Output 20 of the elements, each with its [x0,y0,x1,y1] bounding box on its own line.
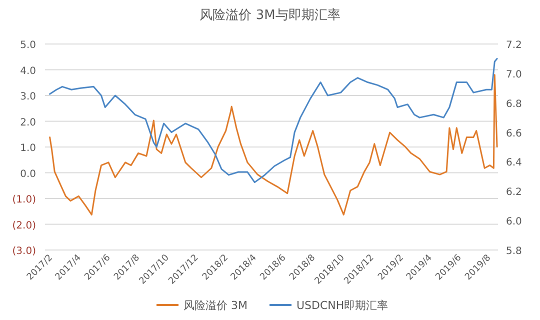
y-tick-label: 1.0 [20,143,36,154]
y-tick-label: 3.0 [20,92,36,102]
y-tick-label: (1.0) [12,194,36,206]
y2-tick-label: 7.2 [506,40,522,51]
title: 风险溢价 3M与即期汇率 [200,8,340,23]
y2-tick-label: 5.8 [506,246,522,257]
y2-tick-label: 6.6 [506,128,522,140]
y2-tick-label: 6.0 [506,216,522,228]
y-tick-label: (2.0) [12,220,36,232]
y-tick-label: 0.0 [20,168,36,180]
y-tick-label: 5.0 [20,40,36,51]
y2-tick-label: 6.2 [506,187,522,198]
y2-tick-label: 6.4 [506,158,522,169]
y-tick-label: (3.0) [12,246,36,257]
legend-label: 风险溢价 3M [184,299,248,312]
y-tick-label: 2.0 [20,117,36,128]
y2-tick-label: 6.8 [506,98,522,110]
legend-label: USDCNH即期汇率 [296,299,388,312]
y2-tick-label: 7.0 [506,69,522,80]
y-tick-label: 4.0 [20,66,36,77]
